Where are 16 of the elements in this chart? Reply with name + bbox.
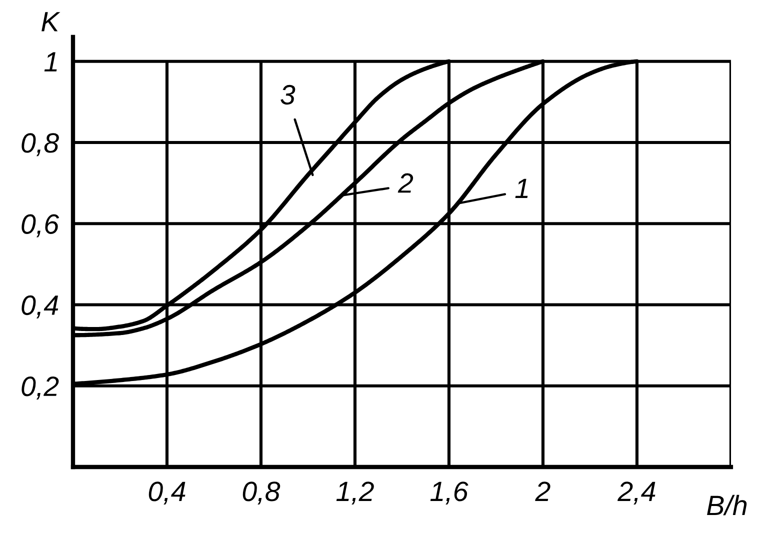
y-tick-label: 0,2 [22,376,59,400]
x-tick-label: 1,2 [336,482,374,505]
x-tick-label: 0,8 [242,482,280,505]
x-axis-title: B/h [707,494,747,516]
y-axis-title: K [42,12,60,32]
y-tick-label: 1 [44,52,57,72]
x-tick-label: 0,4 [148,482,186,505]
x-tick-label: 2 [535,482,550,501]
annotation: 3 [280,84,296,105]
annotation: 1 [515,178,528,198]
y-tick-label: 0,8 [22,133,59,156]
x-tick-label: 1,6 [430,482,468,505]
y-tick-label: 0,6 [22,214,60,238]
y-tick-label: 0,4 [22,295,58,318]
x-tick-label: 2,4 [617,482,656,505]
annotation: 2 [398,173,414,193]
